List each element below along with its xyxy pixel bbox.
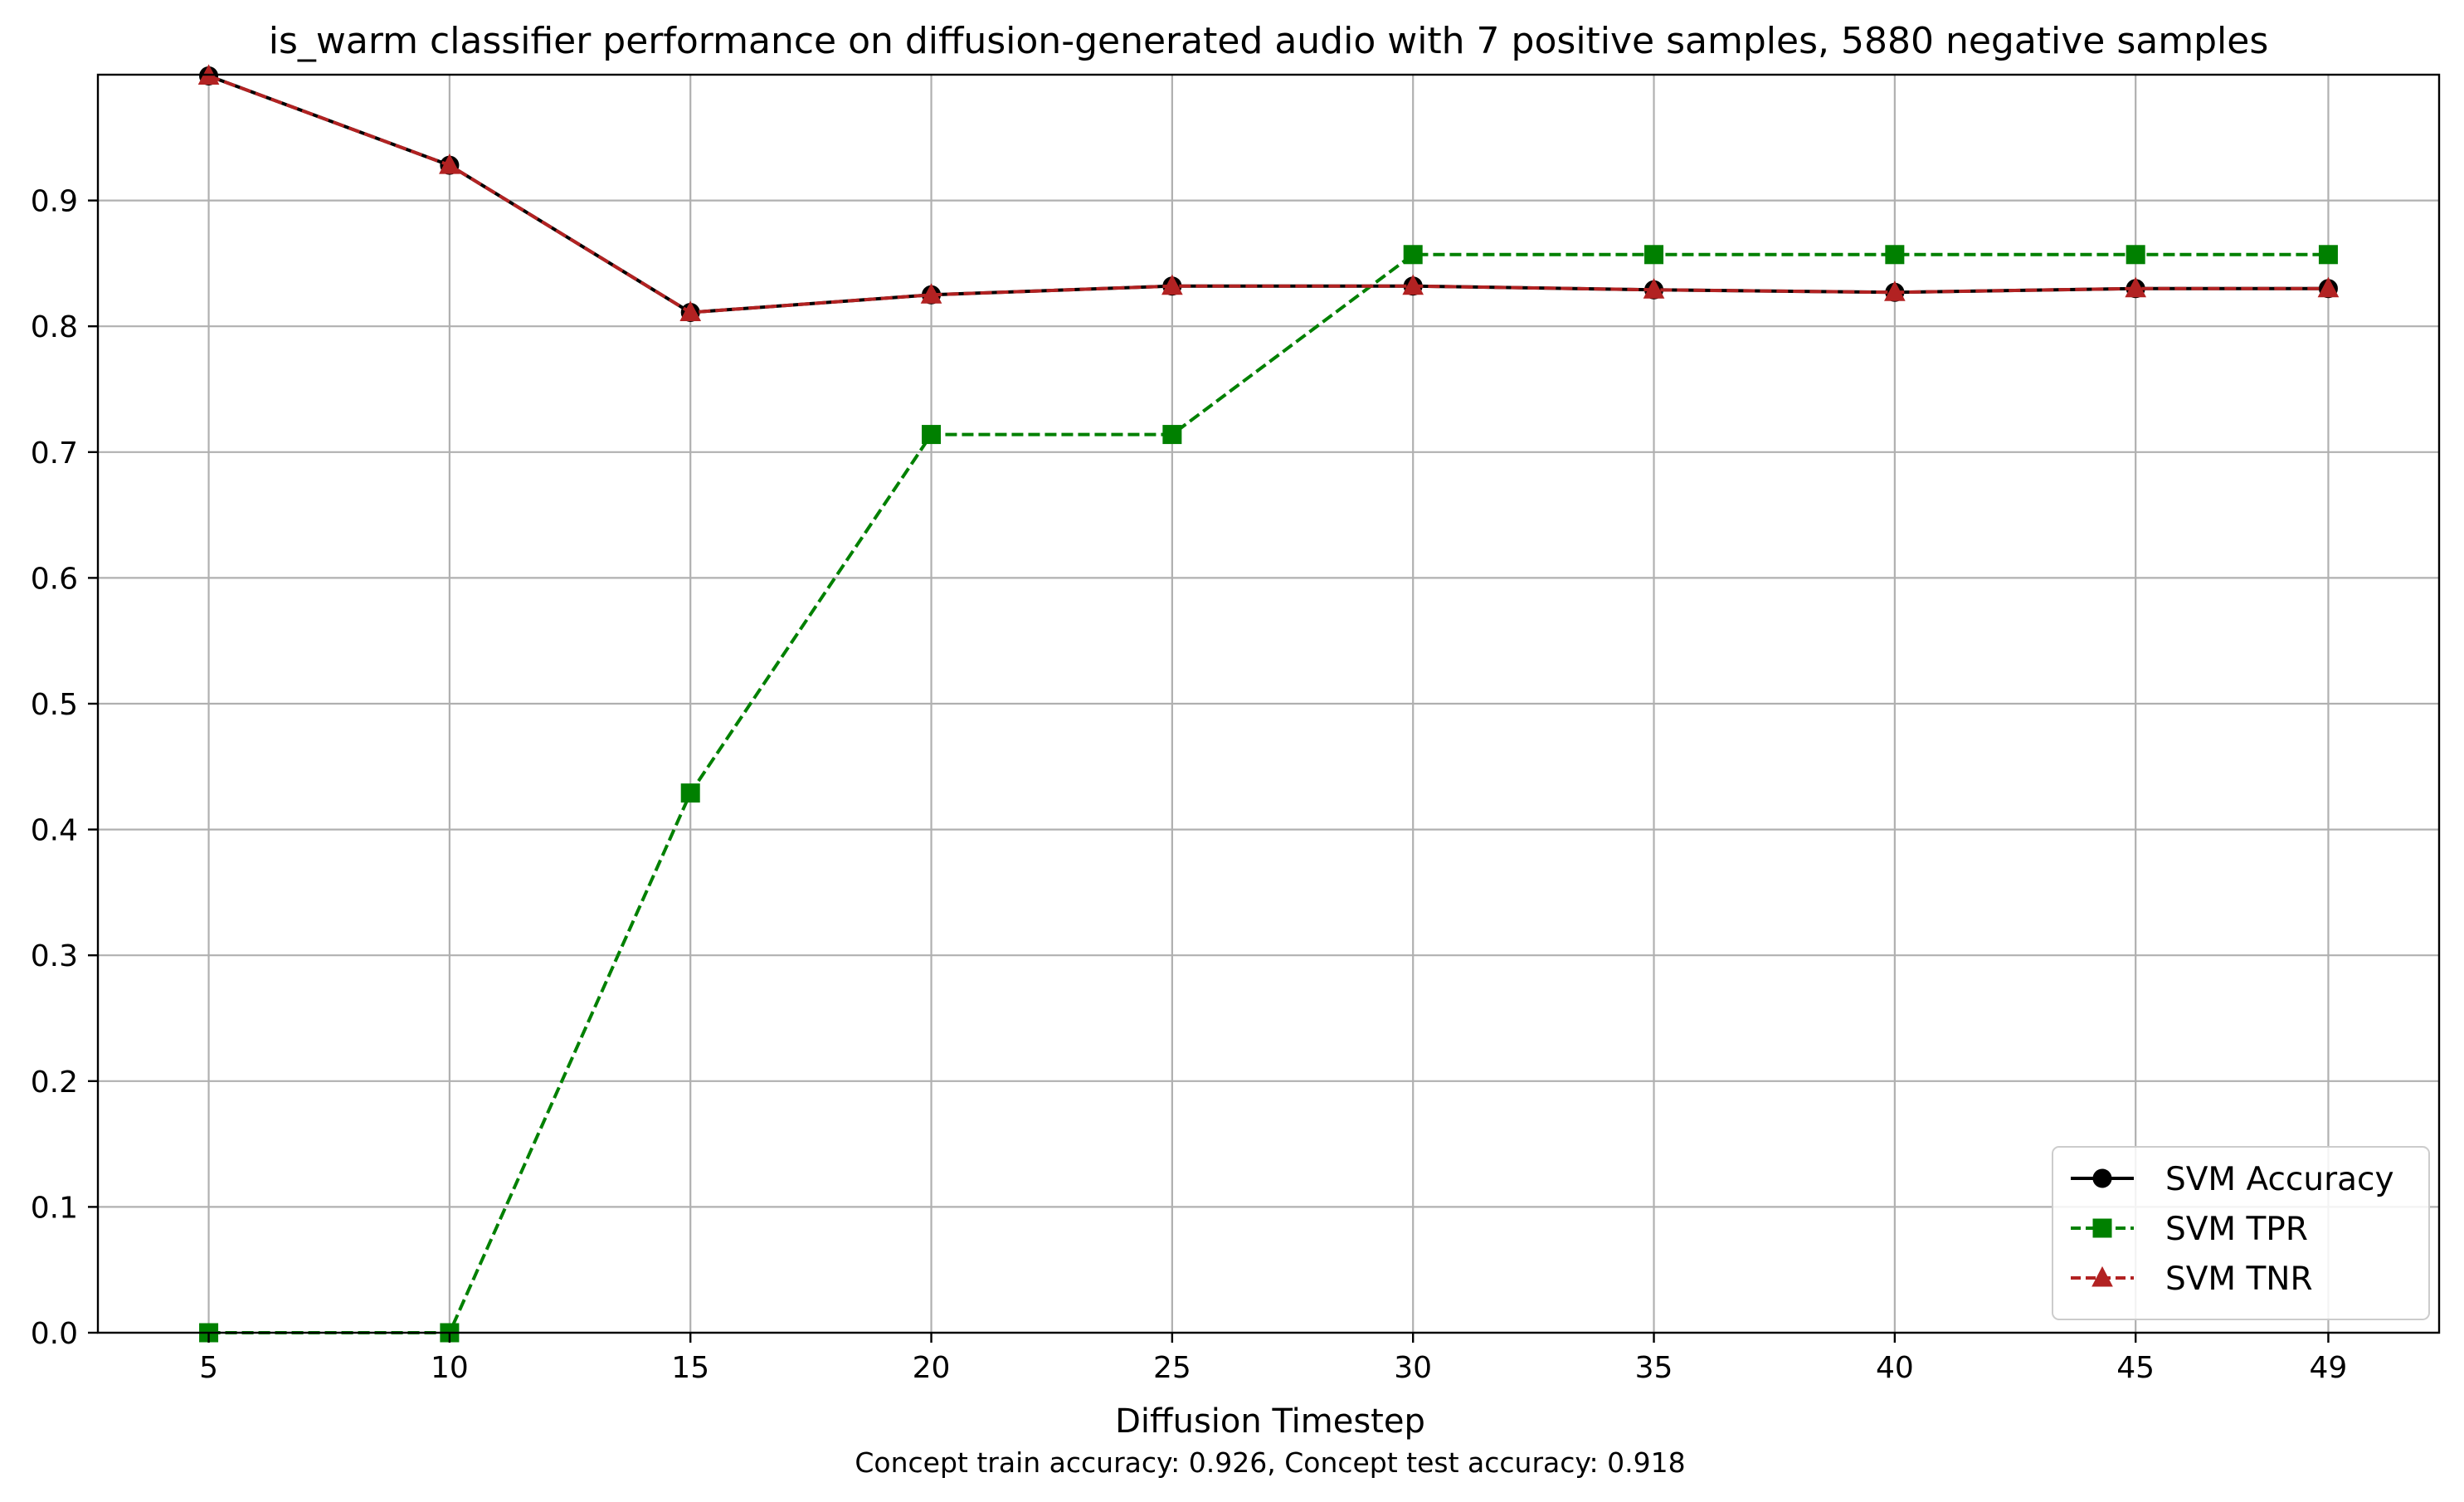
data-point-svm-tpr-25 bbox=[1162, 425, 1182, 445]
legend-marker-svm-tpr bbox=[2092, 1218, 2112, 1238]
data-point-svm-tnr-10 bbox=[439, 154, 460, 174]
series-svm-tnr bbox=[197, 64, 2340, 322]
data-point-svm-tnr-49 bbox=[2317, 276, 2340, 298]
series-line-svm-tnr bbox=[207, 74, 2329, 315]
legend-item-svm-accuracy: SVM Accuracy bbox=[2071, 1161, 2394, 1198]
y-tick-label: 0.2 bbox=[31, 1066, 78, 1100]
data-point-svm-tpr-45 bbox=[2126, 245, 2145, 265]
y-tick-label: 0.6 bbox=[31, 562, 78, 596]
data-point-svm-tpr-30 bbox=[1403, 245, 1423, 265]
data-point-svm-tnr-35 bbox=[1643, 278, 1665, 299]
y-tick-label: 0.0 bbox=[31, 1317, 78, 1351]
data-point-svm-tpr-49 bbox=[2318, 245, 2338, 265]
data-point-svm-tpr-15 bbox=[680, 783, 700, 803]
data-point-svm-tnr-40 bbox=[1884, 280, 1906, 301]
series-line-svm-accuracy bbox=[207, 74, 2329, 315]
y-tick-label: 0.9 bbox=[31, 185, 78, 219]
y-tick-label: 0.3 bbox=[31, 939, 78, 973]
x-tick-label: 35 bbox=[1635, 1351, 1673, 1385]
x-tick-label: 40 bbox=[1876, 1351, 1914, 1385]
x-axis-label: Diffusion Timestep bbox=[1115, 1402, 1425, 1441]
x-tick-label: 5 bbox=[199, 1351, 218, 1385]
data-point-svm-tnr-25 bbox=[1161, 274, 1183, 295]
data-point-svm-tnr-30 bbox=[1402, 274, 1424, 295]
data-point-svm-tpr-40 bbox=[1885, 245, 1905, 265]
data-point-svm-tnr-20 bbox=[920, 283, 942, 304]
legend-item-svm-tpr: SVM TPR bbox=[2071, 1211, 2308, 1248]
chart-title: is_warm classifier performance on diffus… bbox=[269, 20, 2269, 62]
x-tick-label: 49 bbox=[2310, 1351, 2348, 1385]
legend-marker-svm-tnr bbox=[2091, 1265, 2113, 1287]
series-svm-tpr bbox=[199, 245, 2338, 1343]
legend-marker-svm-accuracy bbox=[2092, 1168, 2112, 1188]
y-tick-label: 0.1 bbox=[31, 1191, 78, 1225]
x-tick-label: 30 bbox=[1394, 1351, 1432, 1385]
y-tick-label: 0.5 bbox=[31, 688, 78, 722]
y-tick-label: 0.4 bbox=[31, 814, 78, 848]
x-tick-label: 10 bbox=[431, 1351, 469, 1385]
series-line-svm-tpr bbox=[208, 252, 2329, 1334]
axes: 5 10 15 20 25 30 35 40 45 49 0.0 0.1 0.2 0.3 0.4 0.5 0.6… bbox=[31, 73, 2441, 1385]
data-point-svm-tnr-45 bbox=[2125, 276, 2147, 298]
legend: SVM Accuracy SVM TPR SVM TNR bbox=[2052, 1146, 2430, 1320]
grid-lines bbox=[98, 75, 2439, 1334]
legend-label-svm-tnr: SVM TNR bbox=[2165, 1261, 2313, 1298]
legend-box bbox=[2052, 1146, 2430, 1320]
data-point-svm-tpr-20 bbox=[922, 425, 942, 445]
x-tick-label: 15 bbox=[671, 1351, 709, 1385]
legend-item-svm-tnr: SVM TNR bbox=[2071, 1261, 2313, 1298]
concept-accuracy-note: Concept train accuracy: 0.926, Concept t… bbox=[855, 1446, 1685, 1479]
y-tick-label: 0.7 bbox=[31, 436, 78, 471]
data-point-svm-tnr-15 bbox=[679, 300, 702, 322]
x-tick-label: 20 bbox=[913, 1351, 951, 1385]
legend-label-svm-accuracy: SVM Accuracy bbox=[2165, 1161, 2394, 1198]
x-tick-label: 45 bbox=[2116, 1351, 2155, 1385]
data-point-svm-tpr-35 bbox=[1644, 245, 1664, 265]
legend-label-svm-tpr: SVM TPR bbox=[2165, 1211, 2308, 1248]
plot-series bbox=[197, 64, 2340, 1343]
series-svm-accuracy bbox=[199, 66, 2338, 323]
y-tick-label: 0.8 bbox=[31, 310, 78, 344]
x-tick-label: 25 bbox=[1153, 1351, 1191, 1385]
